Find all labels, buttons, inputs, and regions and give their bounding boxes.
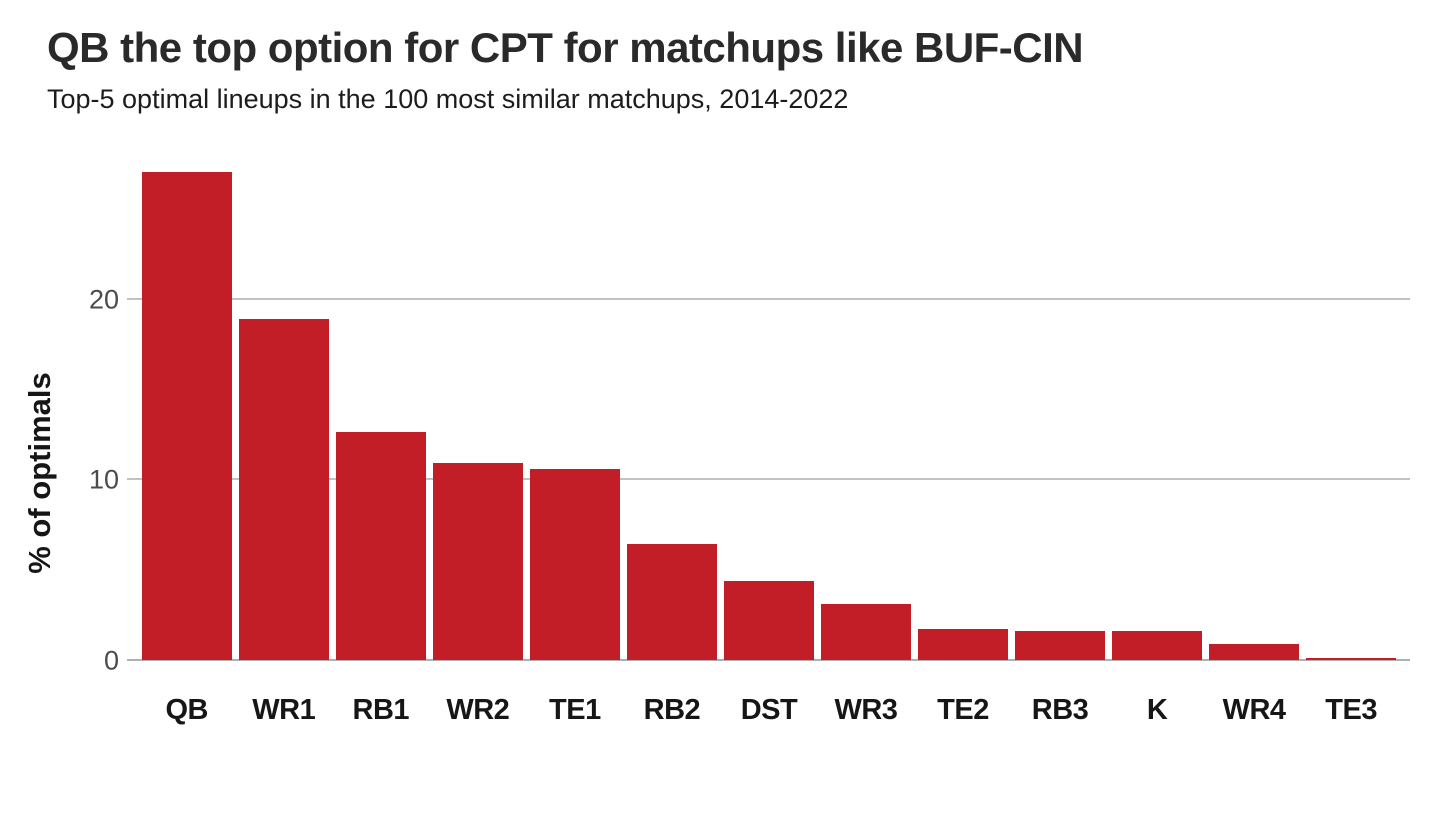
x-tick-label-dst: DST [740, 694, 798, 726]
bar-rb2 [627, 544, 717, 660]
x-tick-label-rb2: RB2 [643, 694, 701, 726]
x-tick-label-rb3: RB3 [1031, 694, 1089, 726]
y-tick-label-10: 10 [88, 464, 119, 495]
y-axis-tick-labels: 0 10 20 [0, 149, 119, 674]
bar-rb3 [1015, 631, 1105, 660]
bar-wr3 [821, 604, 911, 660]
y-tick-label-0: 0 [103, 645, 119, 676]
x-tick-label-te1: TE1 [549, 694, 601, 726]
bars-group [142, 172, 1396, 660]
x-tick-label-te3: TE3 [1325, 694, 1377, 726]
bar-te2 [918, 629, 1008, 660]
bar-dst [724, 580, 814, 660]
x-tick-label-wr1: WR1 [252, 694, 316, 726]
bar-qb [142, 172, 232, 660]
gridline-10 [127, 478, 1410, 481]
bar-wr2 [433, 463, 523, 660]
x-tick-label-te2: TE2 [937, 694, 989, 726]
plot-area [127, 149, 1410, 661]
bar-te3 [1306, 658, 1396, 660]
gridline-20 [127, 297, 1410, 300]
bar-rb1 [336, 432, 426, 660]
x-tick-label-wr2: WR2 [446, 694, 510, 726]
x-tick-label-wr4: WR4 [1222, 694, 1286, 726]
bar-wr4 [1209, 643, 1299, 660]
bar-te1 [530, 468, 620, 660]
axis-baseline [127, 659, 1410, 661]
chart-title: QB the top option for CPT for matchups l… [47, 24, 1084, 71]
x-tick-label-qb: QB [165, 694, 209, 726]
chart-subtitle: Top-5 optimal lineups in the 100 most si… [47, 84, 849, 114]
x-tick-label-rb1: RB1 [352, 694, 410, 726]
x-tick-label-wr3: WR3 [834, 694, 898, 726]
bar-k [1112, 631, 1202, 660]
bar-wr1 [239, 318, 329, 660]
x-tick-label-k: K [1146, 694, 1168, 726]
x-axis-tick-labels: QB WR1 RB1 WR2 TE1 RB2 DST WR3 TE2 RB3 K WR4 TE3 [142, 694, 1396, 727]
y-tick-label-20: 20 [88, 284, 119, 315]
